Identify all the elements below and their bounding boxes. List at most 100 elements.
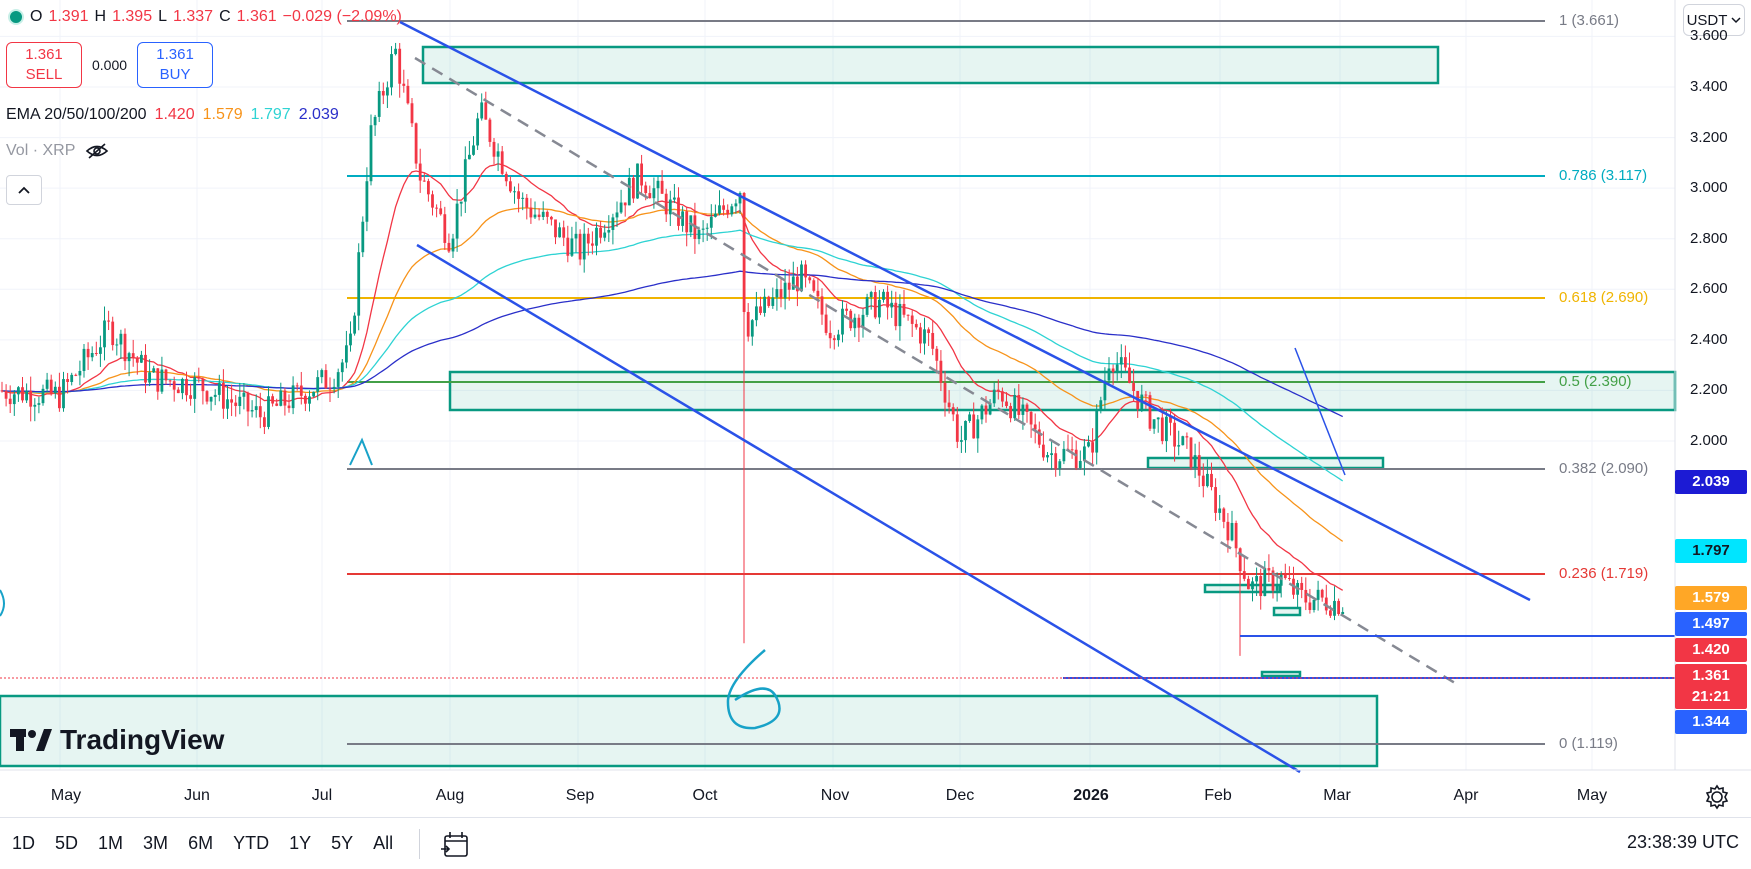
candle-body: [935, 348, 939, 361]
currency-selector[interactable]: USDT: [1683, 4, 1745, 36]
candle-body: [972, 414, 976, 439]
candle-body: [217, 382, 221, 395]
buy-button[interactable]: 1.361 BUY: [137, 42, 214, 88]
candle-body: [74, 374, 78, 376]
candle-body: [402, 83, 406, 86]
timeframe-button-3m[interactable]: 3M: [143, 833, 169, 853]
time-axis-label: Jun: [184, 787, 210, 804]
ema200-line: [1, 270, 1343, 418]
candle-body: [960, 440, 963, 442]
gear-icon[interactable]: [1704, 784, 1730, 810]
candle-body: [943, 382, 947, 403]
candle-body: [566, 237, 570, 256]
timeframe-button-1d[interactable]: 1D: [12, 833, 36, 853]
candle-body: [213, 394, 217, 397]
buy-price: 1.361: [156, 46, 194, 63]
handwritten-mark: [0, 589, 5, 617]
candle-body: [1005, 401, 1008, 407]
candle-body: [783, 282, 787, 299]
sell-button[interactable]: 1.361 SELL: [6, 42, 82, 88]
collapse-legend-button[interactable]: [6, 175, 42, 205]
price-axis-label: 3.200: [1690, 128, 1728, 146]
buy-label: BUY: [159, 66, 191, 83]
candle-body: [422, 180, 426, 182]
ema-label: EMA 20/50/100/200: [6, 106, 147, 123]
candle-body: [1074, 449, 1078, 468]
candle-body: [837, 334, 840, 341]
utc-clock[interactable]: 23:38:39 UTC: [1626, 832, 1739, 852]
ema-legend[interactable]: EMA 20/50/100/200 1.420 1.579 1.797 2.03…: [6, 106, 339, 124]
candle-body: [1226, 521, 1230, 541]
candle-body: [869, 292, 873, 298]
timeframe-button-1m[interactable]: 1M: [98, 833, 124, 853]
candle-body: [369, 125, 373, 182]
eye-slash-icon[interactable]: [85, 142, 109, 160]
candle-body: [156, 368, 160, 392]
candle-body: [1119, 357, 1123, 365]
candle-body: [1009, 406, 1012, 419]
timeframe-button-5d[interactable]: 5D: [55, 833, 79, 853]
candle-body: [632, 177, 635, 199]
candle-body: [1156, 417, 1160, 420]
open-label: O: [30, 8, 43, 25]
price-axis-label: 2.800: [1690, 229, 1728, 247]
price-tag: 2.039: [1675, 470, 1747, 494]
calendar-range-icon[interactable]: [440, 829, 470, 859]
candle-body: [1189, 437, 1193, 468]
candle-body: [4, 390, 8, 399]
high-label: H: [94, 8, 107, 25]
candle-body: [800, 264, 803, 292]
timeframe-button-6m[interactable]: 6M: [188, 833, 214, 853]
candle-body: [316, 377, 320, 392]
candle-body: [135, 357, 139, 363]
candle-body: [1206, 473, 1209, 487]
timeframe-button-all[interactable]: All: [373, 833, 394, 853]
candle-body: [1050, 453, 1053, 456]
candle-body: [976, 419, 980, 439]
timeframe-button-1y[interactable]: 1Y: [289, 833, 312, 853]
time-axis-label: 2026: [1073, 787, 1109, 804]
zones-layer: [0, 45, 1677, 768]
candle-body: [463, 159, 467, 202]
candle-body: [709, 216, 713, 228]
candle-body: [468, 154, 471, 160]
candle-body: [1013, 395, 1017, 419]
candle-body: [1144, 394, 1148, 396]
change-value: −0.029 (−2.09%): [282, 8, 402, 25]
candle-body: [1267, 568, 1271, 571]
candle-body: [1103, 380, 1107, 401]
candle-body: [750, 320, 754, 337]
price-axis-label: 2.400: [1690, 330, 1728, 348]
price-tag: 1.420: [1675, 638, 1747, 662]
candle-body: [509, 181, 512, 192]
fib-level-label: 0 (1.119): [1559, 735, 1618, 752]
candle-body: [295, 385, 299, 387]
candle-body: [1058, 461, 1062, 469]
candle-body: [222, 382, 225, 409]
candle-body: [365, 181, 369, 222]
candle-body: [1279, 574, 1283, 586]
candle-body: [1078, 460, 1082, 468]
candle-body: [176, 389, 180, 394]
candle-body: [992, 389, 996, 404]
volume-legend[interactable]: Vol · XRP: [6, 142, 109, 160]
candle-body: [230, 399, 233, 403]
handwritten-six: [726, 649, 781, 730]
candle-body: [619, 202, 623, 213]
timeframe-button-5y[interactable]: 5Y: [331, 833, 354, 853]
candle-body: [894, 302, 898, 327]
candle-body: [517, 191, 520, 199]
candle-body: [1152, 419, 1156, 429]
candle-body: [1037, 429, 1041, 445]
candle-body: [386, 87, 389, 96]
candle-body: [377, 90, 381, 117]
candle-body: [824, 314, 828, 333]
watermark-text: TradingView: [60, 724, 225, 755]
candle-body: [927, 329, 930, 333]
candle-body: [1214, 487, 1217, 513]
candle-body: [119, 333, 123, 345]
candle-body: [258, 406, 262, 418]
timeframe-button-ytd[interactable]: YTD: [233, 833, 270, 853]
candle-body: [791, 276, 795, 290]
